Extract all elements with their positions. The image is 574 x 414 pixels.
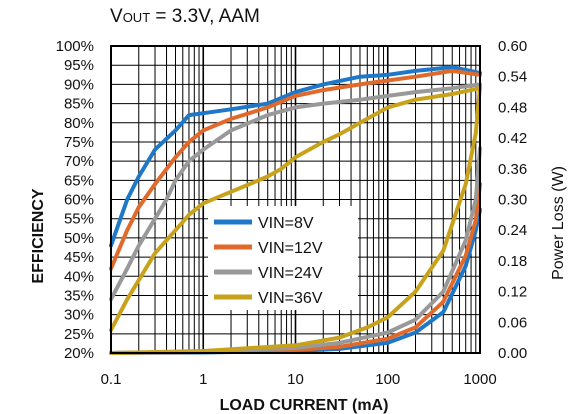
y-tick-label: 80%	[64, 115, 94, 132]
y2-tick-label: 0.24	[498, 222, 527, 239]
efficiency-line	[109, 86, 482, 332]
legend: VIN=8V VIN=12V VIN=24V VIN=36V	[208, 206, 358, 310]
y-tick-label: 60%	[64, 192, 94, 209]
y-axis-ticks: 20% 25% 30% 35% 40% 45% 50% 55% 60% 65% 70% 75% 80% 8…	[56, 38, 94, 362]
y-tick-label: 35%	[64, 287, 94, 304]
legend-label: VIN=24V	[258, 265, 323, 282]
y2-tick-label: 0.30	[498, 192, 527, 209]
y2-tick-label: 0.54	[498, 69, 527, 86]
power-loss-line	[109, 84, 482, 355]
y-tick-label: 65%	[64, 172, 94, 189]
x-tick-label: 100	[375, 371, 400, 388]
y-tick-label: 100%	[56, 38, 94, 55]
chart-title-rest: = 3.3V, AAM	[150, 6, 260, 27]
chart-title-main: V	[110, 6, 123, 27]
legend-label: VIN=36V	[258, 290, 323, 307]
y-axis-title: EFFICIENCY	[30, 188, 47, 283]
chart-title-sub: OUT	[123, 10, 151, 25]
y-tick-label: 95%	[64, 57, 94, 74]
plot-frame	[110, 45, 481, 354]
x-axis-title: LOAD CURRENT (mA)	[220, 397, 389, 414]
y-tick-label: 45%	[64, 249, 94, 266]
x-tick-label: 10	[287, 371, 304, 388]
y2-axis-title: Power Loss (W)	[550, 166, 567, 280]
y-tick-label: 75%	[64, 134, 94, 151]
y-tick-label: 40%	[64, 268, 94, 285]
legend-label: VIN=12V	[258, 240, 323, 257]
x-axis-ticks: 0.1 1 10 100 1000	[101, 371, 497, 388]
efficiency-line	[109, 68, 482, 271]
y-tick-label: 20%	[64, 345, 94, 362]
y2-tick-label: 0.36	[498, 161, 527, 178]
x-tick-label: 1	[199, 371, 207, 388]
efficiency-line	[109, 65, 482, 248]
series-lines	[109, 65, 482, 355]
y-tick-label: 55%	[64, 211, 94, 228]
y2-tick-label: 0.48	[498, 99, 527, 116]
y2-tick-label: 0.18	[498, 253, 527, 270]
y-tick-label: 70%	[64, 153, 94, 170]
x-tick-label: 1000	[463, 371, 496, 388]
y2-tick-label: 0.60	[498, 38, 527, 55]
efficiency-line	[109, 82, 482, 302]
y2-tick-label: 0.06	[498, 314, 527, 331]
x-tick-label: 0.1	[101, 371, 122, 388]
y-tick-label: 90%	[64, 76, 94, 93]
y2-tick-label: 0.12	[498, 284, 527, 301]
y-tick-label: 85%	[64, 96, 94, 113]
y-tick-label: 25%	[64, 326, 94, 343]
y-tick-label: 30%	[64, 307, 94, 324]
y2-tick-label: 0.00	[498, 345, 527, 362]
legend-label: VIN=8V	[258, 215, 314, 232]
chart-title: VOUT = 3.3V, AAM	[110, 6, 260, 27]
y2-axis-ticks: 0.00 0.06 0.12 0.18 0.24 0.30 0.36 0.42 0.48 0.54…	[498, 38, 527, 362]
y2-tick-label: 0.42	[498, 130, 527, 147]
y-tick-label: 50%	[64, 230, 94, 247]
